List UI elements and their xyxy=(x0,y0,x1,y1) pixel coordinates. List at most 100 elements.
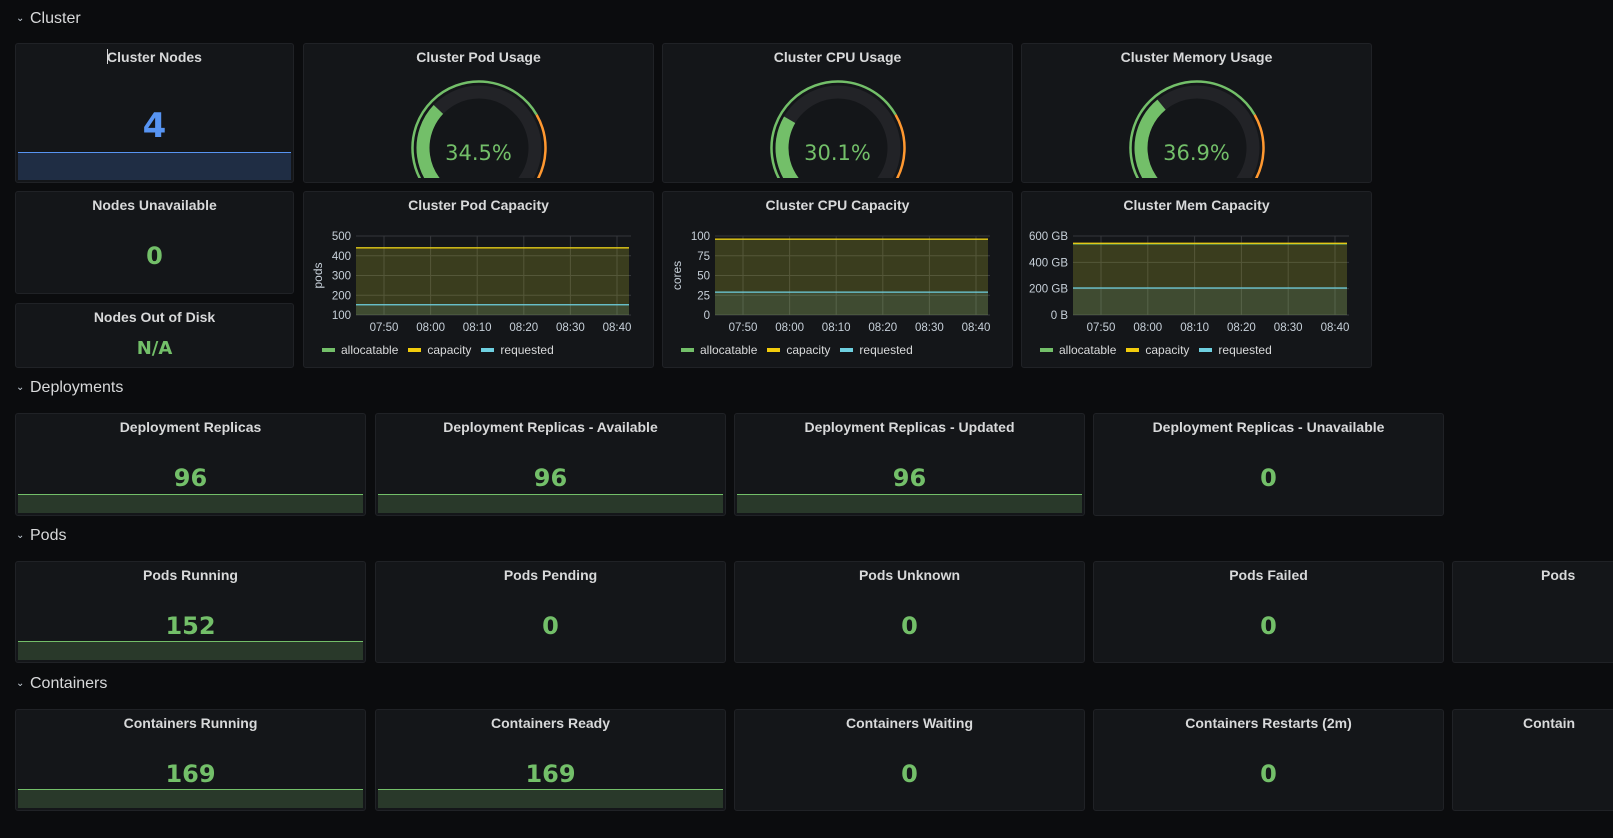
stat-value: 0 xyxy=(542,612,559,640)
panel-containers-restarts[interactable]: Containers Restarts (2m) 0 xyxy=(1093,709,1444,811)
series-area-allocatable xyxy=(356,247,629,315)
panel-containers-ready[interactable]: Containers Ready 169 xyxy=(375,709,726,811)
stat-value: 0 xyxy=(1260,760,1277,788)
legend-item-requested[interactable]: requested xyxy=(481,343,554,357)
chart-plot: 0 25 50 75 100 07:50 08:00 08:10 08:20 08:30 08:40… xyxy=(670,231,990,334)
gauge-threshold-orange xyxy=(1253,114,1265,178)
x-tick-label: 08:40 xyxy=(603,322,632,334)
panel-gauge-pod-usage[interactable]: Cluster Pod Usage 34.5% xyxy=(303,43,654,183)
stat-value: 96 xyxy=(173,464,208,492)
section-header-containers[interactable]: ⌄ Containers xyxy=(16,675,107,693)
section-title: Pods xyxy=(30,527,67,544)
legend-label: allocatable xyxy=(341,343,399,357)
gauge xyxy=(410,80,547,178)
legend-label: requested xyxy=(1218,343,1272,357)
panel-title: Containers Waiting xyxy=(845,715,974,731)
panel-cluster-nodes[interactable]: Cluster Nodes 4 xyxy=(15,43,294,183)
chart-legend: allocatable capacity requested xyxy=(681,343,913,357)
gauge-track xyxy=(775,85,900,178)
panel-pods-truncated[interactable]: Pods xyxy=(1452,561,1613,663)
gauge-value: 30.1% xyxy=(804,141,871,165)
panel-chart-mem-capacity[interactable]: Cluster Mem Capacity 0 B 200 GB 400 GB 600 … xyxy=(1021,191,1372,368)
stat-value: 96 xyxy=(533,464,568,492)
sparkline xyxy=(18,641,363,660)
section-header-pods[interactable]: ⌄ Pods xyxy=(16,527,66,545)
section-header-cluster[interactable]: ⌄ Cluster xyxy=(16,10,81,28)
y-tick-label: 500 xyxy=(332,231,351,243)
stat-value: 169 xyxy=(525,760,576,788)
panel-title: Nodes Unavailable xyxy=(92,197,217,213)
legend-item-capacity[interactable]: capacity xyxy=(408,343,471,357)
x-tick-label: 08:00 xyxy=(416,322,445,334)
panel-deployment-replicas-updated[interactable]: Deployment Replicas - Updated 96 xyxy=(734,413,1085,516)
panel-containers-running[interactable]: Containers Running 169 xyxy=(15,709,366,811)
x-tick-label: 08:30 xyxy=(915,322,944,334)
panel-deployment-replicas[interactable]: Deployment Replicas 96 xyxy=(15,413,366,516)
x-tick-label: 08:00 xyxy=(775,322,804,334)
chart-legend: allocatable capacity requested xyxy=(322,343,554,357)
panel-nodes-out-of-disk[interactable]: Nodes Out of Disk N/A xyxy=(15,303,294,368)
panel-title-wrap: Cluster Nodes xyxy=(16,49,293,65)
legend-swatch xyxy=(1126,348,1140,352)
panel-title: Containers Running xyxy=(123,715,258,731)
x-tick-label: 08:00 xyxy=(1133,322,1162,334)
sparkline xyxy=(18,789,363,808)
panel-pods-running[interactable]: Pods Running 152 xyxy=(15,561,366,663)
gauge-threshold-green xyxy=(410,80,538,178)
series-area-requested xyxy=(1073,288,1347,315)
gauge-threshold-orange xyxy=(894,114,906,178)
x-tick-label: 08:20 xyxy=(868,322,897,334)
chart-plot: 0 B 200 GB 400 GB 600 GB 07:50 08:00 08:10 08:2… xyxy=(1029,231,1350,334)
panel-chart-pod-capacity[interactable]: Cluster Pod Capacity 100 200 300 400 500 07:5… xyxy=(303,191,654,368)
series-area-allocatable xyxy=(715,239,988,315)
legend-item-allocatable[interactable]: allocatable xyxy=(681,343,757,357)
x-tick-label: 07:50 xyxy=(1087,322,1116,334)
y-tick-label: 0 xyxy=(704,310,710,322)
legend-item-allocatable[interactable]: allocatable xyxy=(322,343,398,357)
y-tick-label: 100 xyxy=(332,310,351,322)
panel-chart-cpu-capacity[interactable]: Cluster CPU Capacity 0 25 50 75 100 07:50 08:0… xyxy=(662,191,1013,368)
panel-containers-waiting[interactable]: Containers Waiting 0 xyxy=(734,709,1085,811)
legend-item-allocatable[interactable]: allocatable xyxy=(1040,343,1116,357)
legend-swatch xyxy=(1040,348,1053,352)
x-tick-label: 08:10 xyxy=(822,322,851,334)
panel-pods-pending[interactable]: Pods Pending 0 xyxy=(375,561,726,663)
panel-title: Contain xyxy=(1523,715,1576,731)
chevron-down-icon: ⌄ xyxy=(16,12,25,24)
panel-title: Containers Ready xyxy=(490,715,611,731)
x-tick-label: 08:10 xyxy=(463,322,492,334)
panel-title: Deployment Replicas - Updated xyxy=(804,419,1015,435)
legend-swatch xyxy=(481,348,495,352)
panel-nodes-unavailable[interactable]: Nodes Unavailable 0 xyxy=(15,191,294,294)
section-header-deployments[interactable]: ⌄ Deployments xyxy=(16,379,123,397)
legend-item-capacity[interactable]: capacity xyxy=(767,343,830,357)
panel-containers-truncated[interactable]: Contain xyxy=(1452,709,1613,811)
sparkline xyxy=(378,789,723,808)
panel-pods-unknown[interactable]: Pods Unknown 0 xyxy=(734,561,1085,663)
panel-title: Cluster Pod Capacity xyxy=(408,197,549,213)
panel-pods-failed[interactable]: Pods Failed 0 xyxy=(1093,561,1444,663)
x-tick-label: 08:30 xyxy=(556,322,585,334)
panel-deployment-replicas-unavailable[interactable]: Deployment Replicas - Unavailable 0 xyxy=(1093,413,1444,516)
gauge xyxy=(1128,80,1265,178)
legend-label: requested xyxy=(859,343,913,357)
stat-value: 96 xyxy=(892,464,927,492)
panel-deployment-replicas-available[interactable]: Deployment Replicas - Available 96 xyxy=(375,413,726,516)
panel-title: Cluster Memory Usage xyxy=(1120,49,1273,65)
panel-gauge-cpu-usage[interactable]: Cluster CPU Usage 30.1% xyxy=(662,43,1013,183)
panel-title: Pods Failed xyxy=(1229,567,1308,583)
section-title: Cluster xyxy=(30,10,81,27)
legend-item-requested[interactable]: requested xyxy=(840,343,913,357)
stat-value: 0 xyxy=(1260,612,1277,640)
legend-swatch xyxy=(1199,348,1213,352)
x-tick-label: 08:40 xyxy=(1321,322,1350,334)
gauge-fill xyxy=(416,104,443,178)
gauge-fill xyxy=(1134,99,1166,178)
chart-plot: 100 200 300 400 500 07:50 08:00 08:10 08:20 08:30… xyxy=(311,231,632,334)
legend-item-capacity[interactable]: capacity xyxy=(1126,343,1189,357)
panel-gauge-memory-usage[interactable]: Cluster Memory Usage 36.9% xyxy=(1021,43,1372,183)
legend-item-requested[interactable]: requested xyxy=(1199,343,1272,357)
chevron-down-icon: ⌄ xyxy=(16,529,25,541)
panel-title: Deployment Replicas - Unavailable xyxy=(1152,419,1385,435)
y-tick-label: 400 GB xyxy=(1029,257,1068,269)
